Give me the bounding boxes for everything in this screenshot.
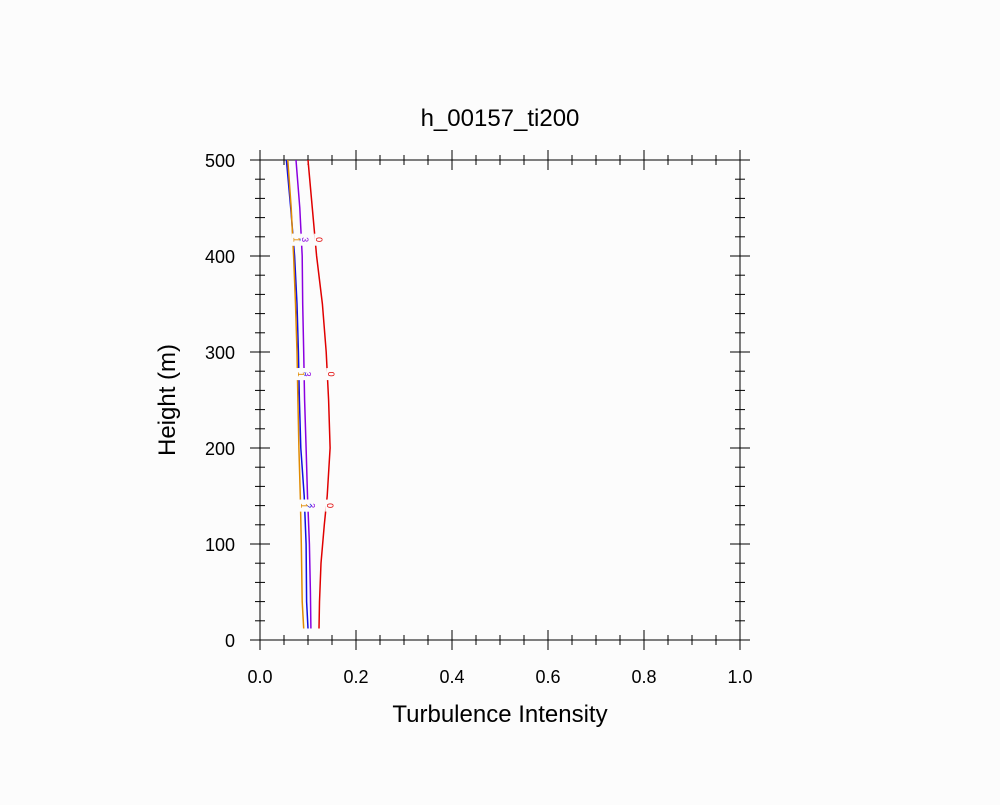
line-label-bg <box>300 233 309 246</box>
plot-area: 0.00.20.40.60.81.00100200300400500000333… <box>205 150 753 687</box>
line-label-bg <box>303 368 312 381</box>
line-label-bg <box>314 233 323 246</box>
line-label-bg <box>291 233 300 246</box>
plot-frame <box>259 159 741 641</box>
line-label-0: 0 <box>314 237 324 242</box>
line-label-bg <box>326 368 335 381</box>
line-label-bg <box>303 499 312 512</box>
x-tick-label: 0.0 <box>247 667 272 687</box>
series-line-0 <box>307 159 331 629</box>
x-tick-label: 0.2 <box>343 667 368 687</box>
line-label-bg <box>299 499 308 512</box>
x-tick-label: 0.8 <box>631 667 656 687</box>
line-label-1: 1 <box>291 237 301 242</box>
y-tick-label: 0 <box>225 631 235 651</box>
y-axis-label: Height (m) <box>154 344 181 456</box>
y-tick-label: 400 <box>205 247 235 267</box>
y-tick-label: 500 <box>205 151 235 171</box>
x-tick-label: 0.6 <box>535 667 560 687</box>
x-axis-label: Turbulence Intensity <box>392 701 607 728</box>
line-label-3: 3 <box>300 237 310 242</box>
y-tick-label: 300 <box>205 343 235 363</box>
chart-title: h_00157_ti200 <box>421 105 580 132</box>
line-label-bg <box>325 499 334 512</box>
line-label-bg <box>296 368 305 381</box>
x-tick-label: 0.4 <box>439 667 464 687</box>
line-label-1: 1 <box>296 372 306 377</box>
line-label-1: 1 <box>299 503 309 508</box>
y-tick-label: 100 <box>205 535 235 555</box>
line-label-2: 2 <box>303 503 313 508</box>
x-tick-label: 1.0 <box>727 667 752 687</box>
line-label-3: 3 <box>303 372 313 377</box>
y-tick-label: 200 <box>205 439 235 459</box>
line-label-0: 0 <box>325 503 335 508</box>
line-label-0: 0 <box>326 372 336 377</box>
